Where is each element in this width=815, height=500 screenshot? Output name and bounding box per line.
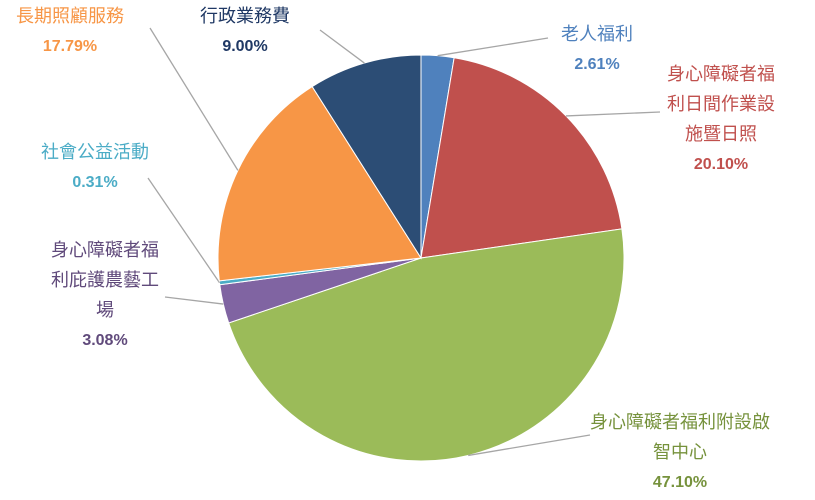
category-label: 社會公益活動 bbox=[41, 142, 149, 163]
label-line: 長期照顧服務 bbox=[16, 6, 124, 27]
label-line: 社會公益活動 bbox=[41, 142, 149, 163]
pie-slice bbox=[228, 228, 625, 462]
value-label: 9.00% bbox=[222, 38, 267, 55]
label-line: 施暨日照 bbox=[685, 124, 757, 145]
label-line: 老人福利 bbox=[561, 24, 633, 45]
label-line: 身心障礙者福 bbox=[51, 240, 159, 261]
value-label: 3.08% bbox=[82, 332, 127, 349]
leader-line bbox=[147, 177, 221, 284]
value-label: 2.61% bbox=[574, 56, 619, 73]
leader-line bbox=[164, 296, 224, 305]
category-label: 身心障礙者福利日間作業設施暨日照 bbox=[667, 64, 775, 145]
label-line: 利日間作業設 bbox=[667, 94, 775, 115]
label-line: 行政業務費 bbox=[200, 6, 290, 27]
leader-line bbox=[437, 37, 549, 57]
label-line: 身心障礙者福 bbox=[667, 64, 775, 85]
label-line: 身心障礙者福利附設啟 bbox=[590, 412, 770, 433]
category-label: 行政業務費 bbox=[200, 6, 290, 27]
value-label: 0.31% bbox=[72, 174, 117, 191]
leader-line bbox=[468, 434, 591, 457]
leader-line bbox=[319, 29, 365, 64]
leader-line bbox=[565, 111, 661, 117]
label-line: 場 bbox=[96, 300, 114, 321]
leader-line bbox=[149, 27, 239, 171]
value-label: 20.10% bbox=[694, 156, 748, 173]
category-label: 老人福利 bbox=[561, 24, 633, 45]
value-label: 17.79% bbox=[43, 38, 97, 55]
label-line: 智中心 bbox=[653, 442, 707, 463]
category-label: 身心障礙者福利庇護農藝工場 bbox=[51, 240, 159, 321]
value-label: 47.10% bbox=[653, 474, 707, 491]
category-label: 長期照顧服務 bbox=[16, 6, 124, 27]
category-label: 身心障礙者福利附設啟智中心 bbox=[590, 412, 770, 463]
pie-slice bbox=[420, 57, 623, 259]
label-line: 利庇護農藝工 bbox=[51, 270, 159, 291]
